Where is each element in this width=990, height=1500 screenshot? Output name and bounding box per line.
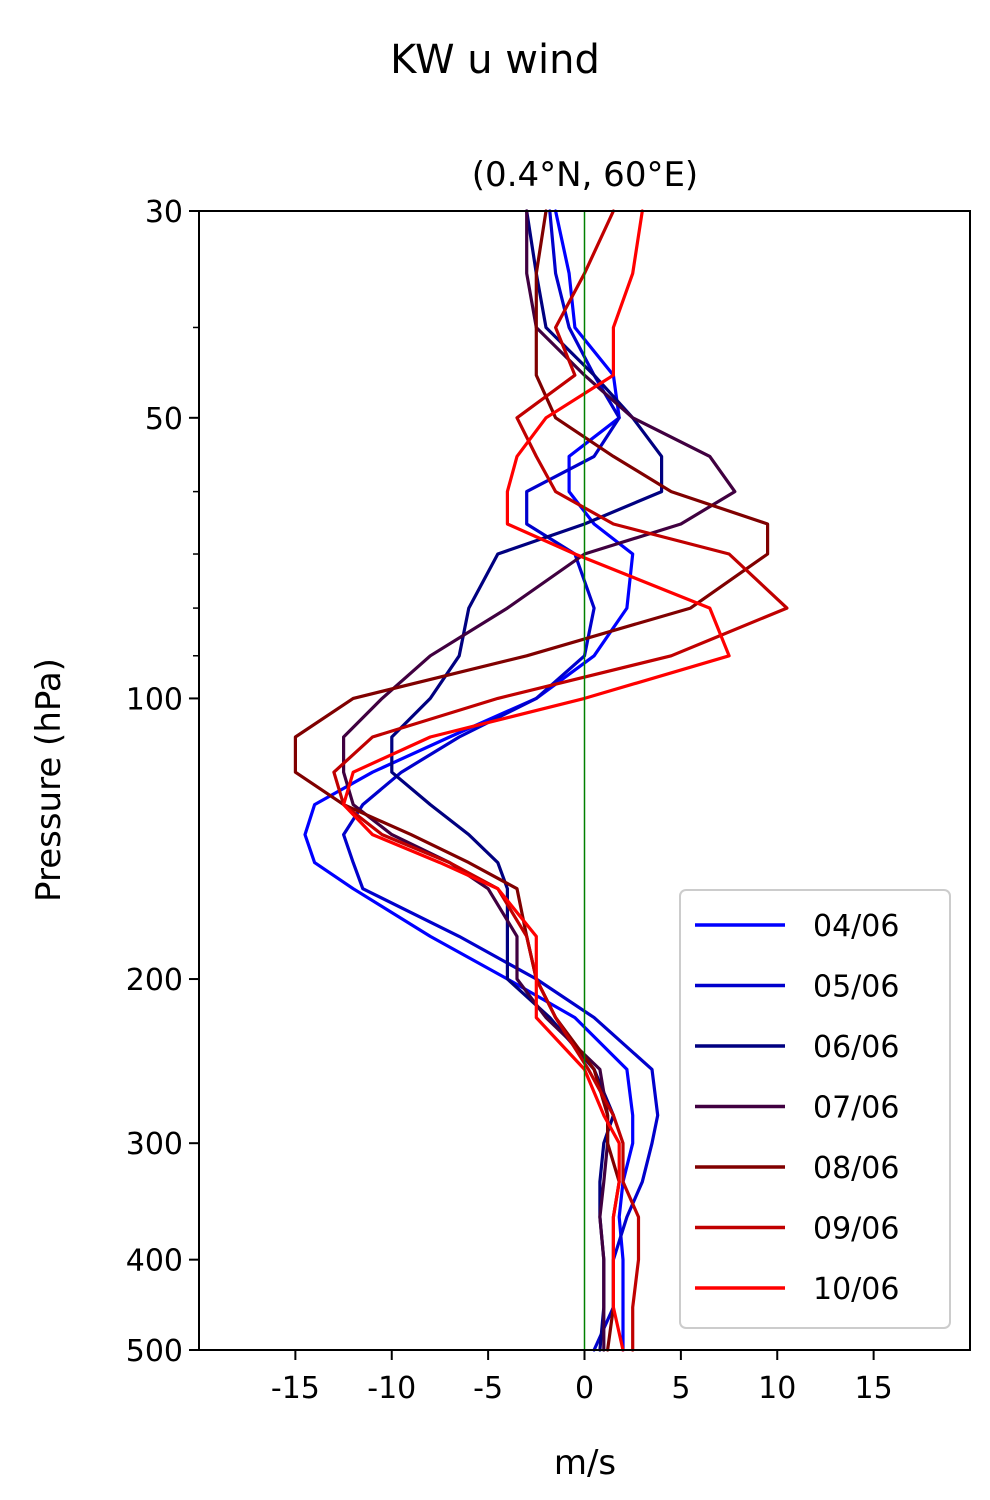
series-line-10-06 <box>342 209 731 1352</box>
y-tick-label: 50 <box>145 402 183 437</box>
y-tick-label: 400 <box>126 1244 183 1279</box>
chart-title: KW u wind <box>390 37 600 83</box>
x-tick-label: 10 <box>758 1371 796 1406</box>
y-tick-label: 200 <box>126 963 183 998</box>
x-axis-label: m/s <box>554 1443 616 1483</box>
legend-label: 10/06 <box>813 1272 899 1307</box>
legend-label: 06/06 <box>813 1030 899 1065</box>
series-line-05-06 <box>342 209 660 1352</box>
y-ticks: 30 50 100 200 300 400 500 <box>126 195 199 1369</box>
legend-label: 07/06 <box>813 1091 899 1126</box>
y-tick-label: 300 <box>126 1127 183 1162</box>
x-tick-label: 0 <box>575 1371 594 1406</box>
x-tick-label: -10 <box>367 1371 416 1406</box>
x-tick-label: 5 <box>671 1371 690 1406</box>
legend-box <box>679 889 951 1329</box>
y-tick-label: 30 <box>145 195 183 230</box>
y-tick-label: 500 <box>126 1334 183 1369</box>
y-axis-label: Pressure (hPa) <box>29 658 69 902</box>
x-tick-label: 15 <box>855 1371 893 1406</box>
series-line-04-06 <box>303 209 635 1352</box>
legend-label: 04/06 <box>813 909 899 944</box>
legend-items: 04/06 05/06 06/06 07/06 08/06 09/06 10/06 <box>695 909 899 1307</box>
series-layer <box>293 209 789 1352</box>
legend-label: 09/06 <box>813 1212 899 1247</box>
plot-area: -15 -10 -5 0 5 10 15 30 50 100 200 300 400 500 <box>126 195 971 1406</box>
x-tick-label: -5 <box>473 1371 503 1406</box>
y-tick-label: 100 <box>126 682 183 717</box>
series-line-06-06 <box>390 209 664 1352</box>
x-tick-label: -15 <box>271 1371 320 1406</box>
legend-label: 08/06 <box>813 1151 899 1186</box>
legend: 04/06 05/06 06/06 07/06 08/06 09/06 10/06 <box>679 889 951 1329</box>
x-ticks: -15 -10 -5 0 5 10 15 <box>271 1350 893 1406</box>
chart-subtitle: (0.4°N, 60°E) <box>472 155 698 195</box>
series-line-07-06 <box>342 209 737 1352</box>
legend-label: 05/06 <box>813 970 899 1005</box>
